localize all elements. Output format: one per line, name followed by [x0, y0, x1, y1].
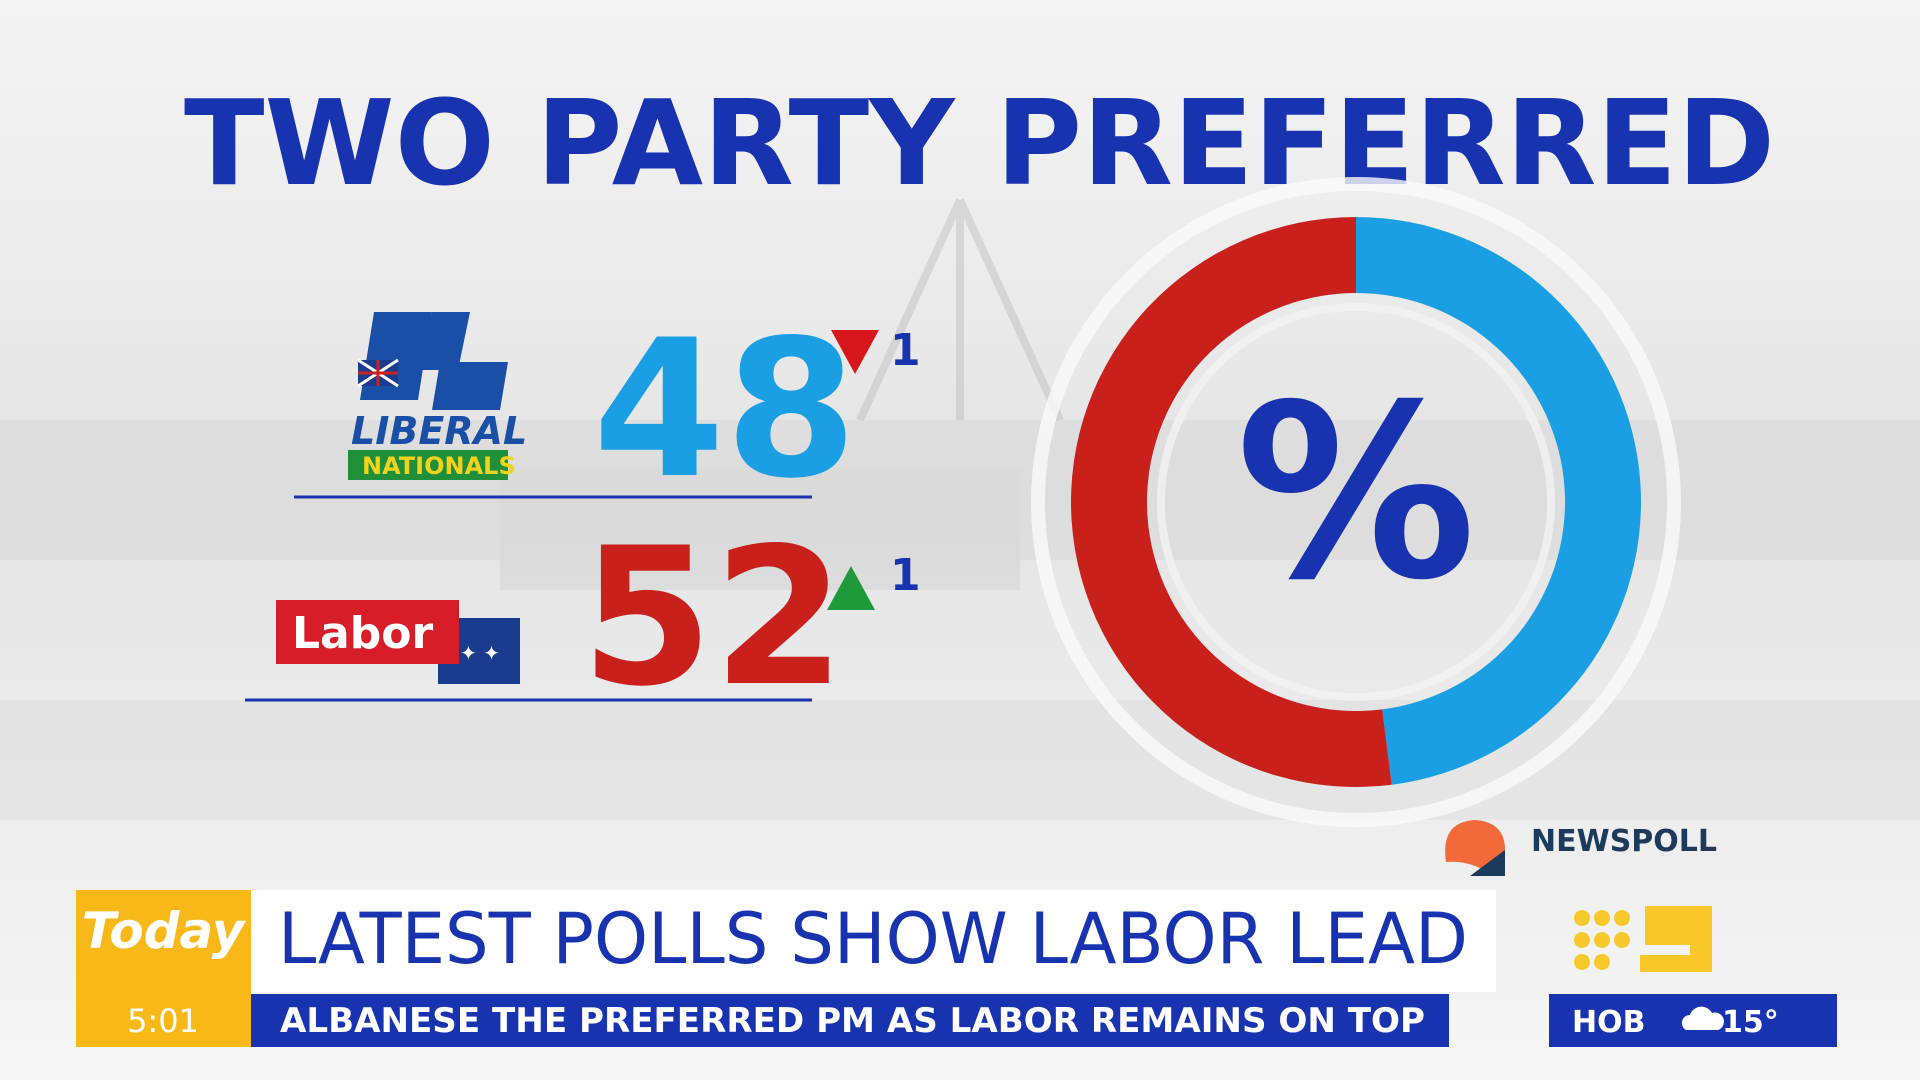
change-value: 1: [890, 550, 921, 601]
subline: ALBANESE THE PREFERRED PM AS LABOR REMAI…: [280, 1001, 1425, 1041]
weather-location: HOB: [1572, 1005, 1645, 1040]
decor-ring: [1157, 303, 1555, 701]
svg-text:✦ ✦: ✦ ✦: [460, 641, 500, 665]
brand-box: [76, 890, 251, 1047]
title: TWO PARTY PREFERRED: [184, 74, 1775, 212]
brand: Today: [82, 902, 247, 960]
labor-logo: ✦ ✦ Labor: [276, 600, 520, 684]
logo-name: LIBERAL: [351, 409, 527, 453]
poll-value: 52: [581, 507, 845, 728]
decor-ring: [1031, 177, 1681, 827]
logo-subname: NATIONALS: [362, 452, 516, 480]
donut: [1071, 217, 1642, 787]
headline: LATEST POLLS SHOW LABOR LEAD: [278, 898, 1468, 980]
subline-box: [251, 994, 1449, 1047]
source: NEWSPOLL: [1531, 824, 1717, 859]
time: 5:01: [127, 1002, 199, 1040]
liberal-logo: LIBERAL NATIONALS: [348, 312, 527, 480]
channel-logo: [1574, 906, 1712, 972]
source-logo: NEWSPOLL: [1445, 820, 1717, 876]
center-label: %: [1236, 353, 1476, 633]
logo-name: Labor: [292, 608, 433, 659]
weather-temperature: 15°: [1722, 1005, 1779, 1040]
change-arrow: [831, 330, 879, 374]
donut-segment: [1071, 217, 1392, 787]
weather-icon: [1681, 1006, 1724, 1030]
change-arrow: [827, 566, 875, 610]
donut-segment: [1356, 217, 1642, 785]
change-value: 1: [890, 325, 921, 376]
poll-value: 48: [593, 299, 857, 520]
headline-box: [251, 890, 1496, 992]
